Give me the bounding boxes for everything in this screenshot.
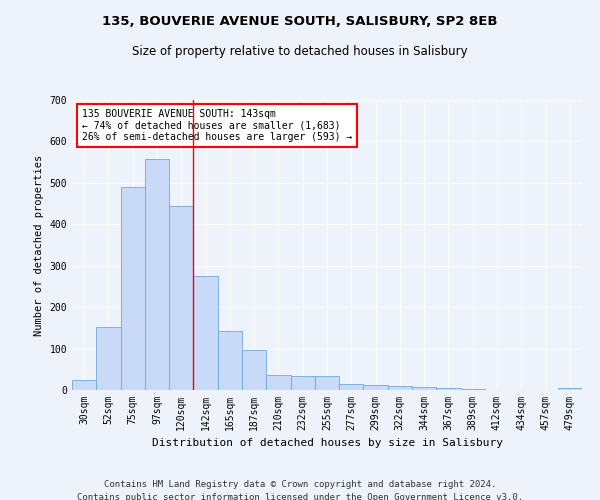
Bar (290, 376, 315, 390)
Bar (388, 386, 412, 390)
Y-axis label: Number of detached properties: Number of detached properties (34, 154, 44, 336)
Bar (436, 388, 461, 390)
Bar (242, 350, 266, 390)
Bar (412, 387, 436, 390)
Bar (461, 389, 485, 390)
Text: Size of property relative to detached houses in Salisbury: Size of property relative to detached ho… (132, 45, 468, 58)
X-axis label: Distribution of detached houses by size in Salisbury: Distribution of detached houses by size … (151, 438, 503, 448)
Text: 135 BOUVERIE AVENUE SOUTH: 143sqm
← 74% of detached houses are smaller (1,683)
2: 135 BOUVERIE AVENUE SOUTH: 143sqm ← 74% … (82, 108, 352, 142)
Bar (121, 187, 145, 390)
Bar (145, 159, 169, 390)
Text: 135, BOUVERIE AVENUE SOUTH, SALISBURY, SP2 8EB: 135, BOUVERIE AVENUE SOUTH, SALISBURY, S… (102, 15, 498, 28)
Bar (218, 331, 242, 390)
Text: Contains public sector information licensed under the Open Government Licence v3: Contains public sector information licen… (77, 492, 523, 500)
Bar (315, 376, 339, 390)
Bar (169, 206, 193, 390)
Bar (558, 388, 582, 390)
Text: Contains HM Land Registry data © Crown copyright and database right 2024.: Contains HM Land Registry data © Crown c… (104, 480, 496, 489)
Bar (339, 384, 364, 390)
Bar (266, 374, 290, 390)
Bar (72, 380, 96, 390)
Bar (364, 385, 388, 390)
Bar (96, 326, 121, 390)
Bar (193, 276, 218, 390)
